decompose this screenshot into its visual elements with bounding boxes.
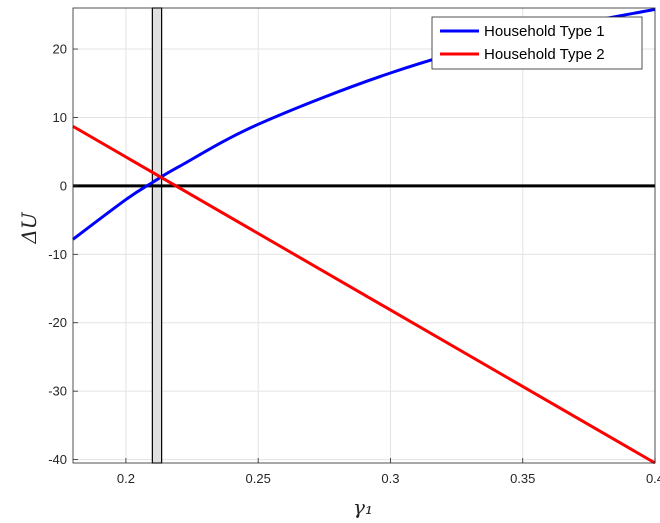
y-tick-label: -20 <box>48 315 67 330</box>
y-tick-label: 0 <box>60 178 67 193</box>
legend-label-series-1: Household Type 1 <box>484 23 605 40</box>
y-tick-label: -40 <box>48 452 67 467</box>
y-tick-label: -10 <box>48 247 67 262</box>
x-axis-label: γ₁ <box>353 495 373 519</box>
x-tick-label: 0.3 <box>381 471 399 486</box>
legend-box <box>431 16 643 70</box>
x-tick-label: 0.35 <box>510 471 535 486</box>
x-ticks: 0.2 0.25 0.3 0.35 0.4 <box>117 458 660 486</box>
x-tick-label: 0.2 <box>117 471 135 486</box>
y-tick-label: -30 <box>48 384 67 399</box>
shaded-band-rect <box>151 7 163 464</box>
x-tick-label: 0.4 <box>646 471 660 486</box>
plot-frame <box>72 7 656 464</box>
y-tick-label: 10 <box>53 110 67 125</box>
legend: Household Type 1 Household Type 2 <box>431 16 643 70</box>
shaded-band <box>151 7 163 464</box>
y-ticks: -40 -30 -20 -10 0 10 20 <box>48 42 78 467</box>
legend-label-series-2: Household Type 2 <box>484 46 605 63</box>
y-tick-label: 20 <box>53 42 67 57</box>
x-tick-label: 0.25 <box>246 471 271 486</box>
series-line-2 <box>72 125 656 465</box>
y-axis-label: ΔU <box>17 211 41 244</box>
